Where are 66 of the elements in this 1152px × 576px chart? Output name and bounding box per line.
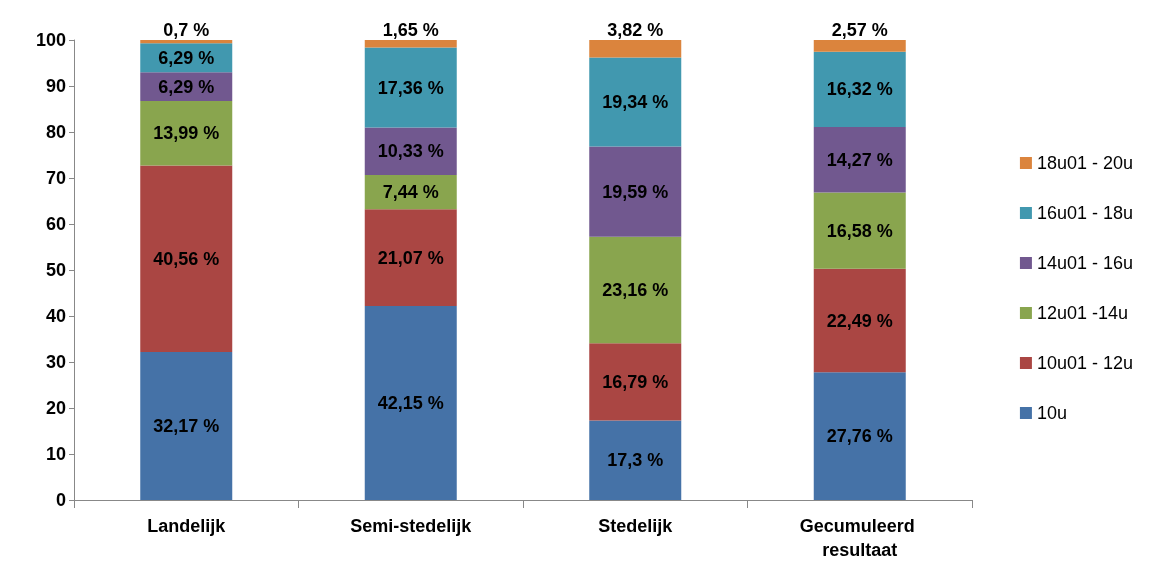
data-label: 16,79 % [602,371,669,392]
y-tick-label: 70 [45,168,66,188]
x-tick-label: Stedelijk [598,516,674,536]
y-tick-label: 40 [45,306,66,326]
data-label: 19,34 % [602,92,669,113]
data-label: 42,15 % [377,393,444,414]
data-label: 14,27 % [826,149,893,170]
data-label: 10,33 % [377,141,444,162]
data-label: 2,57 % [831,20,888,41]
y-tick-label: 20 [45,398,66,418]
bar [140,352,233,500]
bar [364,306,457,500]
legend-label: 12u01 -14u [1036,303,1129,323]
bar [364,47,457,128]
bar [364,127,457,175]
bar [140,165,233,353]
y-tick-label: 0 [55,490,66,510]
x-tick-label: Landelijk [147,516,227,536]
y-tick-label: 90 [45,76,66,96]
legend-label: 10u [1036,403,1067,423]
legend-label: 10u01 - 12u [1036,353,1134,373]
bar [813,126,906,193]
data-label: 23,16 % [602,279,669,300]
y-tick-label: 80 [45,122,66,142]
data-label: 6,29 % [158,47,215,68]
data-label: 19,59 % [602,181,669,202]
data-label: 1,65 % [382,20,439,40]
data-label: 16,32 % [826,79,893,100]
bar [589,420,682,500]
bar [589,146,682,237]
data-label: 32,17 % [153,416,220,437]
legend-label: 18u01 - 20u [1036,153,1134,173]
legend-label: 14u01 - 16u [1036,253,1134,273]
bar [140,101,233,166]
x-tick-label: Semi-stedelijk [350,516,473,536]
data-label: 3,82 % [607,20,664,40]
bar [589,57,682,147]
data-label: 22,49 % [826,310,893,331]
bar [813,51,906,127]
data-label: 6,29 % [158,76,215,97]
data-label: 16,58 % [826,220,893,241]
bar [589,236,682,344]
data-label: 17,3 % [607,450,664,471]
bar [813,268,906,373]
data-label: 21,07 % [377,247,444,268]
bar [140,40,233,44]
y-tick-label: 30 [45,352,66,372]
x-tick-label: Gecumuleerd resultaat [799,516,920,560]
bar [589,343,682,421]
data-label: 17,36 % [377,77,444,98]
bar [813,40,906,52]
y-tick-label: 50 [45,260,66,280]
bar [813,192,906,269]
y-tick-label: 10 [45,444,66,464]
y-tick-label: 60 [45,214,66,234]
bar [364,40,457,48]
data-label: 0,7 % [163,20,210,40]
bar [813,372,906,500]
bar [589,40,682,58]
data-label: 27,76 % [826,426,893,447]
y-tick-label: 100 [35,30,66,50]
data-label: 7,44 % [382,182,439,203]
data-label: 13,99 % [153,123,220,144]
bar [364,209,457,307]
legend-label: 16u01 - 18u [1036,203,1134,223]
data-label: 40,56 % [153,248,220,269]
